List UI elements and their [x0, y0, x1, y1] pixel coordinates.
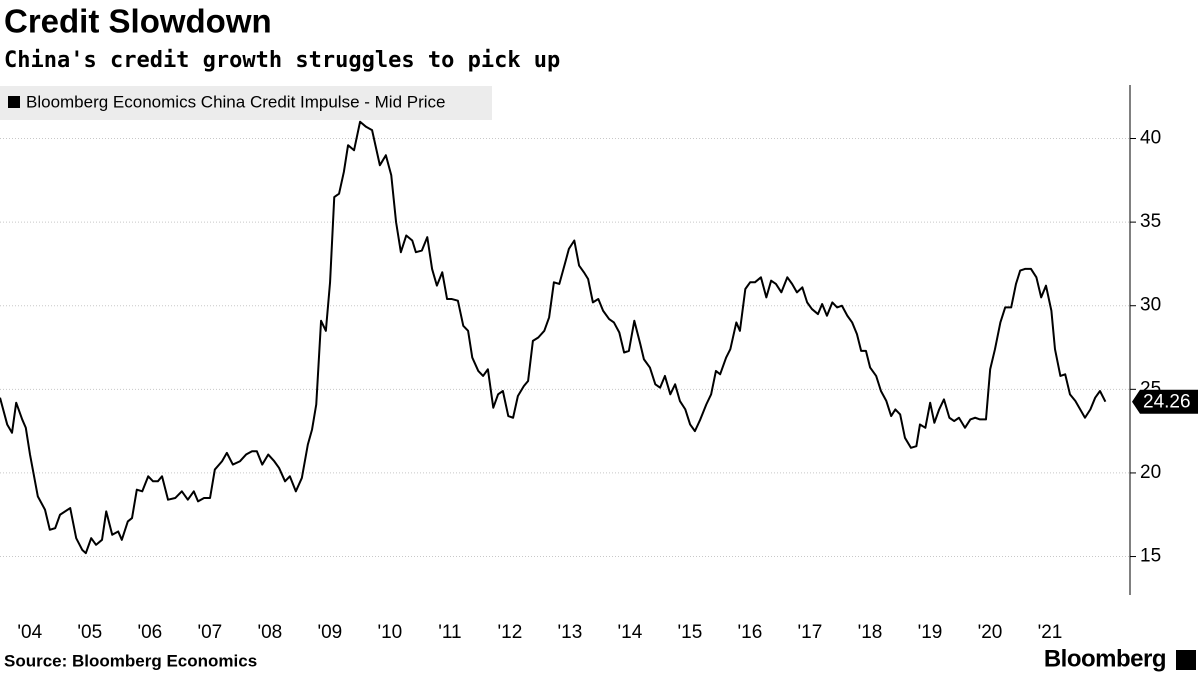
y-tick-label: 20: [1140, 462, 1161, 483]
x-tick-label: '10: [377, 622, 402, 643]
last-value-label: 24.26: [1143, 392, 1191, 413]
source: Source: Bloomberg Economics: [4, 651, 257, 670]
legend-swatch: [8, 96, 20, 108]
series-line: [0, 120, 1107, 555]
y-tick-label: 15: [1140, 546, 1161, 567]
x-tick-label: '19: [918, 622, 943, 643]
chart-title: Credit Slowdown: [4, 3, 272, 40]
legend-box: [0, 86, 492, 120]
y-tick-label: 35: [1140, 211, 1161, 232]
x-tick-label: '07: [197, 622, 222, 643]
x-tick-label: '18: [858, 622, 883, 643]
x-tick-label: '21: [1038, 622, 1063, 643]
y-tick-label: 40: [1140, 128, 1161, 149]
x-tick-label: '11: [438, 622, 461, 643]
x-tick-label: '04: [17, 622, 42, 643]
chart-subtitle: China's credit growth struggles to pick …: [4, 48, 560, 73]
legend-label: Bloomberg Economics China Credit Impulse…: [26, 92, 446, 111]
y-tick-label: 30: [1140, 295, 1161, 316]
brand-icon: [1176, 650, 1196, 670]
x-tick-label: '12: [498, 622, 523, 643]
last-value-box: [1132, 389, 1198, 414]
x-tick-label: '08: [257, 622, 282, 643]
brand: Bloomberg: [1044, 645, 1166, 672]
x-tick-label: '06: [137, 622, 162, 643]
legend: Bloomberg Economics China Credit Impulse…: [0, 86, 492, 120]
x-tick-label: '16: [738, 622, 763, 643]
x-tick-label: '09: [317, 622, 342, 643]
x-tick-label: '14: [618, 622, 643, 643]
x-tick-label: '05: [77, 622, 102, 643]
x-tick-label: '20: [978, 622, 1003, 643]
x-tick-label: '17: [798, 622, 823, 643]
x-tick-label: '13: [558, 622, 583, 643]
x-tick-label: '15: [678, 622, 703, 643]
